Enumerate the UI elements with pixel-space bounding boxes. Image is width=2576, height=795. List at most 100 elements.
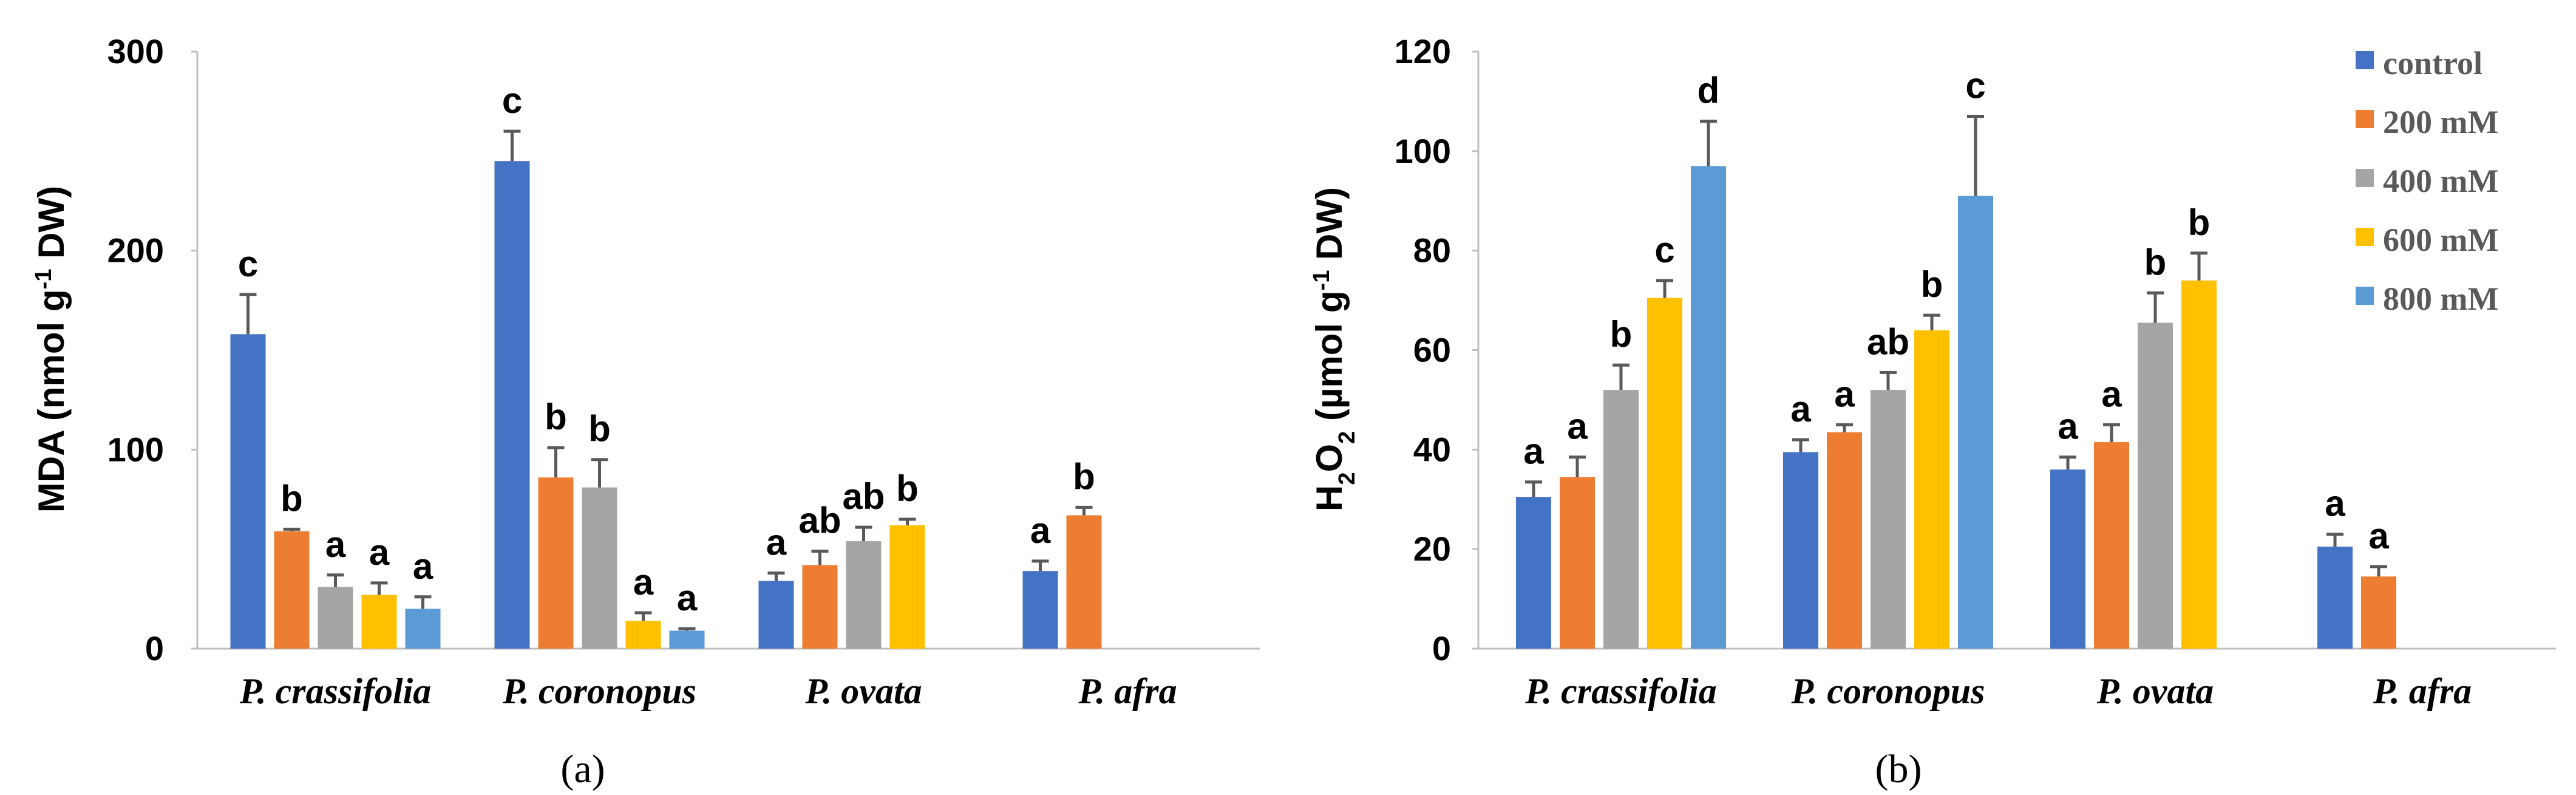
significance-letter: a bbox=[325, 524, 346, 565]
significance-letter: a bbox=[766, 522, 787, 562]
y-tick-label: 40 bbox=[1413, 430, 1451, 468]
significance-letter: a bbox=[2058, 406, 2078, 447]
significance-letter: a bbox=[1790, 389, 1811, 429]
y-tick-label: 300 bbox=[107, 32, 164, 70]
y-tick-label: 20 bbox=[1413, 530, 1451, 568]
bar-p-coronopus-600-mm bbox=[1914, 330, 1949, 649]
legend: control 200 mM 400 mM 600 mM 800 mM bbox=[2356, 45, 2498, 317]
bar-p-coronopus-200-mm bbox=[1827, 432, 1862, 649]
y-tick-label: 120 bbox=[1395, 32, 1451, 70]
y-axis-label-h2o2: H2O2 (µmol g-1 DW) bbox=[1309, 187, 1360, 511]
chart-h2o2: H2O2 (µmol g-1 DW) (b) 0 20 40 60 80 100 120 P.… bbox=[1309, 32, 2556, 791]
bar-p-afra-200-mm bbox=[2361, 576, 2396, 649]
significance-letter: c bbox=[502, 80, 522, 121]
significance-letter: c bbox=[1654, 230, 1674, 270]
bar-p-crassifolia-control bbox=[1516, 497, 1551, 649]
y-tick-label: 100 bbox=[107, 430, 164, 468]
bar-p-ovata-400-mm bbox=[2138, 322, 2173, 649]
category-label-p-coronopus: P. coronopus bbox=[502, 671, 696, 711]
bar-p-ovata-control bbox=[2050, 469, 2085, 649]
bar-p-coronopus-control bbox=[494, 161, 530, 649]
significance-letter: ab bbox=[842, 476, 885, 517]
chart-mda: MDA (nmol g-1 DW) (a) 0 100 200 300 P. crass… bbox=[31, 32, 1260, 791]
legend-label-control: control bbox=[2383, 45, 2483, 81]
significance-letter: a bbox=[2325, 483, 2345, 524]
significance-letter: c bbox=[238, 244, 258, 284]
bar-p-crassifolia-200-mm bbox=[1560, 477, 1595, 649]
bar-p-coronopus-800-mm bbox=[669, 630, 705, 649]
bar-p-crassifolia-600-mm bbox=[361, 595, 397, 649]
category-label-p-ovata: P. ovata bbox=[804, 671, 922, 711]
significance-letter: a bbox=[2101, 374, 2122, 414]
bar-p-coronopus-400-mm bbox=[1871, 390, 1906, 649]
significance-letter: b bbox=[2188, 202, 2211, 243]
significance-letter: b bbox=[280, 478, 303, 519]
y-axis-label-mda: MDA (nmol g-1 DW) bbox=[31, 186, 72, 513]
significance-letter: a bbox=[677, 578, 698, 618]
legend-label-800-mm: 800 mM bbox=[2383, 281, 2498, 317]
significance-letter: a bbox=[413, 546, 433, 587]
category-label-p-ovata: P. ovata bbox=[2096, 671, 2214, 711]
legend-swatch-600-mm bbox=[2356, 228, 2374, 246]
bar-p-ovata-control bbox=[758, 581, 794, 649]
bar-p-crassifolia-800-mm bbox=[1691, 166, 1726, 649]
bar-p-crassifolia-400-mm bbox=[1603, 390, 1639, 649]
significance-letter: ab bbox=[798, 500, 841, 541]
significance-letter: a bbox=[633, 562, 654, 602]
bar-p-afra-200-mm bbox=[1066, 515, 1102, 649]
bar-p-crassifolia-600-mm bbox=[1647, 298, 1682, 649]
legend-swatch-400-mm bbox=[2356, 169, 2374, 187]
significance-letter: c bbox=[1965, 65, 1985, 106]
legend-swatch-200-mm bbox=[2356, 110, 2374, 128]
significance-letter: d bbox=[1698, 70, 1720, 111]
category-label-p-afra: P. afra bbox=[2373, 671, 2472, 711]
panel-label-a: (a) bbox=[560, 747, 605, 791]
bar-p-coronopus-800-mm bbox=[1958, 196, 1993, 649]
bar-p-coronopus-600-mm bbox=[625, 621, 661, 649]
legend-label-400-mm: 400 mM bbox=[2383, 163, 2498, 199]
legend-swatch-800-mm bbox=[2356, 287, 2374, 305]
legend-swatch-control bbox=[2356, 51, 2374, 69]
bar-p-ovata-200-mm bbox=[802, 565, 838, 649]
significance-letter: a bbox=[369, 532, 390, 573]
legend-label-200-mm: 200 mM bbox=[2383, 104, 2498, 140]
significance-letter: b bbox=[1921, 264, 1943, 305]
significance-letter: a bbox=[2368, 516, 2389, 556]
y-tick-label: 0 bbox=[1432, 629, 1451, 667]
significance-letter: b bbox=[2144, 242, 2167, 282]
bar-p-ovata-600-mm bbox=[889, 525, 925, 649]
significance-letter: b bbox=[1073, 456, 1095, 497]
significance-letter: a bbox=[1030, 510, 1051, 551]
y-tick-label: 100 bbox=[1395, 132, 1451, 170]
bar-p-coronopus-control bbox=[1783, 452, 1818, 649]
bar-p-coronopus-400-mm bbox=[582, 487, 617, 649]
significance-letter: b bbox=[545, 397, 567, 437]
category-label-p-afra: P. afra bbox=[1078, 671, 1177, 711]
bar-p-crassifolia-200-mm bbox=[274, 531, 310, 649]
panel-label-b: (b) bbox=[1875, 747, 1922, 791]
category-label-p-coronopus: P. coronopus bbox=[1791, 671, 1985, 711]
bar-p-ovata-200-mm bbox=[2094, 442, 2129, 649]
significance-letter: b bbox=[896, 468, 919, 509]
bar-p-crassifolia-800-mm bbox=[405, 609, 441, 649]
y-tick-label: 200 bbox=[107, 231, 164, 270]
bar-p-ovata-600-mm bbox=[2181, 280, 2217, 649]
significance-letter: a bbox=[1834, 374, 1855, 414]
legend-label-600-mm: 600 mM bbox=[2383, 222, 2498, 258]
y-tick-label: 60 bbox=[1413, 331, 1451, 369]
significance-letter: b bbox=[1610, 314, 1633, 355]
bar-p-crassifolia-400-mm bbox=[318, 587, 353, 649]
significance-letter: b bbox=[588, 409, 611, 449]
bar-p-afra-control bbox=[1022, 571, 1058, 649]
bar-p-coronopus-200-mm bbox=[538, 477, 574, 649]
bar-p-afra-control bbox=[2317, 547, 2353, 649]
y-tick-label: 80 bbox=[1413, 231, 1451, 270]
category-label-p-crassifolia: P. crassifolia bbox=[1524, 671, 1717, 711]
category-label-p-crassifolia: P. crassifolia bbox=[239, 671, 432, 711]
bar-p-ovata-400-mm bbox=[846, 541, 882, 649]
significance-letter: a bbox=[1523, 431, 1544, 472]
significance-letter: ab bbox=[1867, 321, 1909, 362]
significance-letter: a bbox=[1567, 406, 1588, 447]
y-tick-label: 0 bbox=[145, 629, 164, 667]
